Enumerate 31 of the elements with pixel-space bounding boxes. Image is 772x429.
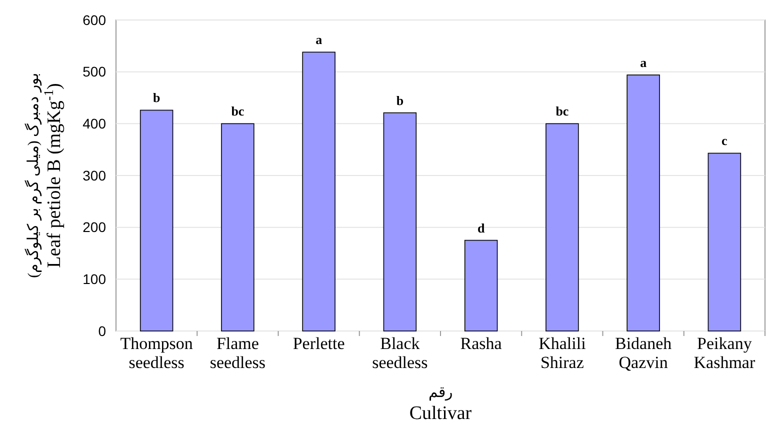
y-tick-label: 0 — [98, 322, 106, 339]
y-tick-label: 200 — [82, 219, 106, 236]
y-tick-label: 600 — [82, 12, 106, 28]
bar — [708, 152, 742, 332]
annotation: c — [722, 133, 728, 148]
y-tick-label: 400 — [82, 116, 106, 132]
bar — [464, 240, 498, 332]
x-tick-label: Thompson seedless — [120, 334, 194, 372]
bar — [546, 123, 579, 332]
x-tick-label: Khalili Shiraz — [538, 334, 586, 372]
y-tick-label: 500 — [82, 64, 106, 80]
x-tick-label: Peikany Kashmar — [694, 334, 756, 372]
x-tick-label: Perlette — [292, 334, 345, 353]
annotation: d — [477, 220, 486, 236]
annotation: b — [152, 90, 160, 106]
x-tick-label: Rasha — [460, 334, 502, 353]
bar — [626, 74, 660, 332]
annotation: bc — [231, 104, 244, 119]
bar — [140, 110, 174, 332]
annotation: a — [316, 32, 323, 48]
bar — [302, 52, 336, 332]
annotation: b — [396, 92, 404, 108]
annotation: bc — [556, 104, 569, 119]
x-tick-label: Flame seedless — [210, 334, 266, 372]
bar — [221, 123, 254, 332]
y-tick-label: 100 — [82, 271, 106, 288]
x-tick-label: Bidaneh Qazvin — [614, 334, 672, 372]
annotation: a — [640, 54, 648, 70]
bar — [383, 112, 417, 332]
y-tick-label: 300 — [82, 167, 106, 184]
x-tick-label: Black seedless — [372, 334, 428, 372]
